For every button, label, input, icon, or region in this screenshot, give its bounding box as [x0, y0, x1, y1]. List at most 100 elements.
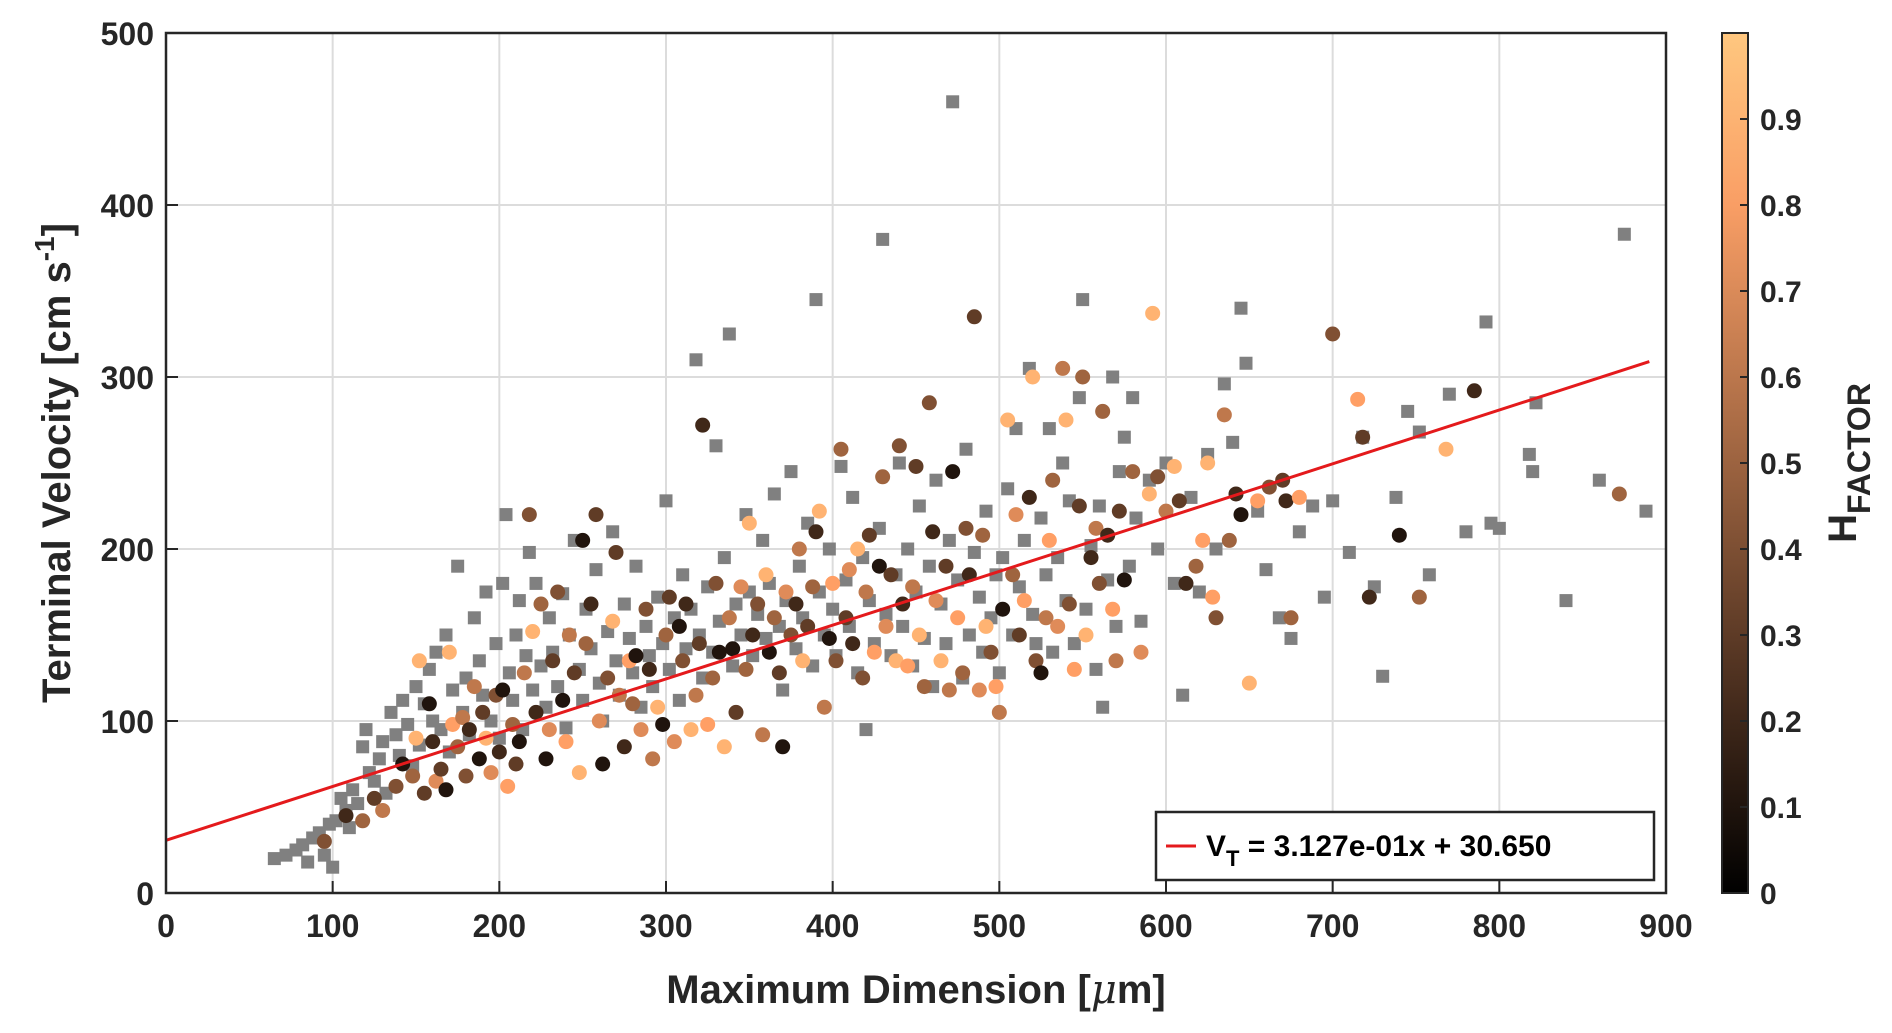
square-point — [1034, 511, 1048, 525]
colorbar-tick-label: 0.7 — [1760, 276, 1802, 309]
square-point — [756, 533, 770, 547]
circle-point — [921, 395, 937, 411]
circle-point — [588, 507, 604, 523]
circle-point — [738, 661, 754, 677]
circle-point — [408, 730, 424, 746]
square-point — [726, 659, 740, 673]
circle-point — [375, 802, 391, 818]
circle-point — [455, 710, 471, 726]
x-tick-label: 200 — [473, 908, 526, 944]
y-tick-label: 100 — [101, 704, 154, 740]
fit-line — [165, 360, 1650, 842]
colorbar: 0 0.1 0.2 0.3 0.4 0.5 0.6 0.7 0.8 0.9 HFACTOR — [1721, 32, 1877, 911]
circle-point — [833, 441, 849, 457]
circle-point — [625, 696, 641, 712]
square-point — [767, 487, 781, 501]
circle-point — [538, 751, 554, 767]
circle-point — [683, 722, 699, 738]
square-point — [296, 838, 310, 852]
circle-point — [550, 584, 566, 600]
square-point — [622, 631, 636, 645]
square-point — [467, 611, 481, 625]
circle-point — [808, 524, 824, 540]
circle-point — [516, 665, 532, 681]
circle-point — [1350, 391, 1366, 407]
square-point — [356, 740, 370, 754]
square-point — [859, 723, 873, 737]
square-point — [1106, 370, 1120, 384]
x-tick-label: 100 — [306, 908, 359, 944]
circle-point — [875, 469, 891, 485]
circle-point — [355, 813, 371, 829]
square-point — [879, 607, 893, 621]
circle-point — [878, 618, 894, 634]
circle-point — [1466, 383, 1482, 399]
colorbar-label: HFACTOR — [1821, 383, 1877, 543]
circle-point — [900, 658, 916, 674]
circle-point — [566, 665, 582, 681]
square-point — [1067, 637, 1081, 651]
circle-point — [466, 679, 482, 695]
circle-point — [725, 641, 741, 657]
x-tick-label: 700 — [1306, 908, 1359, 944]
circle-point — [1111, 503, 1127, 519]
square-point — [472, 654, 486, 668]
colorbar-tick-label: 0.5 — [1760, 448, 1802, 481]
circle-point — [1088, 520, 1104, 536]
circle-point — [1033, 665, 1049, 681]
square-point — [679, 642, 693, 656]
square-point — [1617, 227, 1631, 241]
square-point — [1029, 637, 1043, 651]
circle-point — [1011, 627, 1027, 643]
square-point — [379, 786, 393, 800]
square-point — [1056, 456, 1070, 470]
square-point — [1001, 482, 1015, 496]
circle-point — [578, 636, 594, 652]
circle-point — [388, 778, 404, 794]
square-point — [892, 456, 906, 470]
x-tick-label: 600 — [1139, 908, 1192, 944]
square-point — [534, 659, 548, 673]
circle-point — [1108, 653, 1124, 669]
colorbar-gradient — [1721, 32, 1749, 894]
square-point — [1209, 542, 1223, 556]
square-point — [301, 855, 315, 869]
legend-box: VT = 3.127e-01x + 30.650 — [1154, 810, 1656, 882]
circle-point — [1105, 601, 1121, 617]
circle-point — [716, 739, 732, 755]
square-point — [946, 95, 960, 109]
square-point — [506, 693, 520, 707]
square-point — [929, 473, 943, 487]
circle-point — [1141, 486, 1157, 502]
x-axis-ticks: 0 100 200 300 400 500 600 700 800 900 — [157, 881, 1693, 944]
square-point — [717, 551, 731, 565]
square-point — [1151, 542, 1165, 556]
square-point — [709, 439, 723, 453]
circle-point — [678, 596, 694, 612]
square-point — [342, 821, 356, 835]
square-point — [1326, 494, 1340, 508]
square-point — [606, 525, 620, 539]
circle-point — [858, 584, 874, 600]
square-point — [672, 693, 686, 707]
circle-point — [688, 687, 704, 703]
square-point — [1479, 315, 1493, 329]
square-point — [551, 680, 565, 694]
circle-point — [1133, 644, 1149, 660]
square-point — [367, 774, 381, 788]
circle-point — [1391, 527, 1407, 543]
square-point — [502, 666, 516, 680]
circle-point — [966, 309, 982, 325]
square-point — [617, 597, 631, 611]
square-point — [439, 628, 453, 642]
circle-point — [1361, 589, 1377, 605]
circle-point — [841, 562, 857, 578]
circle-point — [1028, 653, 1044, 669]
circle-point — [845, 636, 861, 652]
square-point — [901, 542, 915, 556]
x-tick-label: 800 — [1473, 908, 1526, 944]
circle-point — [633, 722, 649, 738]
square-point — [559, 721, 573, 735]
square-point — [1284, 631, 1298, 645]
circle-point — [458, 768, 474, 784]
